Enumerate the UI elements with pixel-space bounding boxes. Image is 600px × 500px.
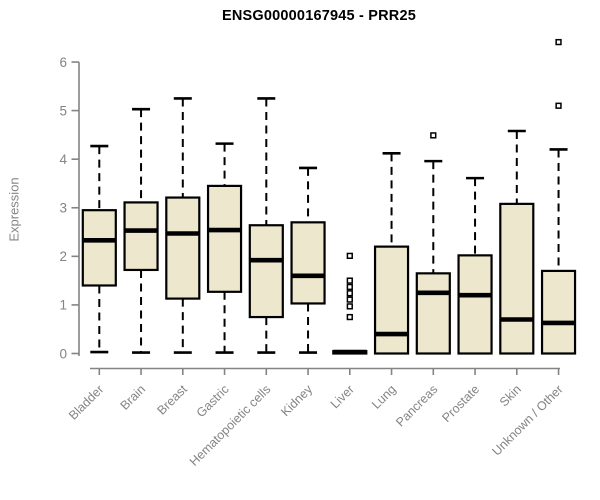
x-tick-label: Gastric [194, 382, 232, 420]
box-group-bladder [81, 144, 117, 354]
y-tick-label: 6 [59, 55, 67, 70]
y-tick-label: 3 [59, 201, 67, 216]
box-group-skin [499, 129, 535, 355]
box-group-hematopoietic-cells [248, 97, 284, 354]
x-tick-label: Hematopoietic cells [187, 382, 274, 469]
outlier-point [346, 252, 353, 260]
box-group-gastric [206, 142, 243, 354]
iqr-box [165, 196, 201, 300]
box-group-brain [123, 107, 159, 354]
box-group-lung [373, 152, 410, 355]
outlier-point [346, 296, 353, 303]
outlier-point [430, 132, 437, 139]
outlier-point [346, 313, 353, 321]
box-group-prostate [457, 176, 493, 355]
x-tick-label: Skin [497, 382, 524, 409]
iqr-box [248, 224, 284, 319]
y-tick-label: 1 [59, 298, 67, 313]
outlier-point [346, 303, 353, 310]
box-group-unknown-other [540, 38, 577, 355]
iqr-box [206, 184, 243, 293]
box-group-kidney [290, 166, 326, 354]
x-tick-label: Unknown / Other [489, 382, 565, 458]
outlier-point [346, 283, 353, 291]
iqr-box [123, 201, 159, 272]
box-group-pancreas [415, 132, 451, 355]
x-tick-label: Prostate [439, 382, 482, 425]
x-tick-label: Bladder [66, 382, 106, 422]
iqr-box [457, 254, 493, 355]
y-tick-label: 4 [59, 152, 67, 167]
iqr-box [290, 221, 326, 305]
x-tick-label: Kidney [278, 382, 315, 419]
x-tick-label: Pancreas [393, 382, 440, 429]
outlier-point [555, 38, 562, 46]
iqr-box [540, 269, 577, 355]
y-tick-label: 0 [59, 346, 67, 361]
y-tick-label: 5 [59, 103, 67, 118]
iqr-box [415, 272, 451, 355]
iqr-box [499, 202, 535, 355]
outlier-point [346, 290, 353, 297]
box-group-breast [165, 97, 201, 354]
x-tick-label: Liver [328, 382, 357, 411]
y-tick-label: 2 [59, 249, 67, 264]
x-tick-label: Brain [118, 382, 149, 413]
iqr-box [81, 209, 117, 287]
box-group-liver [332, 252, 368, 355]
x-tick-label: Lung [369, 382, 399, 412]
iqr-box [373, 245, 410, 355]
x-tick-label: Breast [154, 382, 190, 418]
outlier-point [346, 277, 353, 284]
chart-title: ENSG00000167945 - PRR25 [221, 8, 417, 24]
outlier-point [555, 102, 562, 109]
y-axis: 0 1 2 3 4 5 6 [59, 55, 80, 361]
